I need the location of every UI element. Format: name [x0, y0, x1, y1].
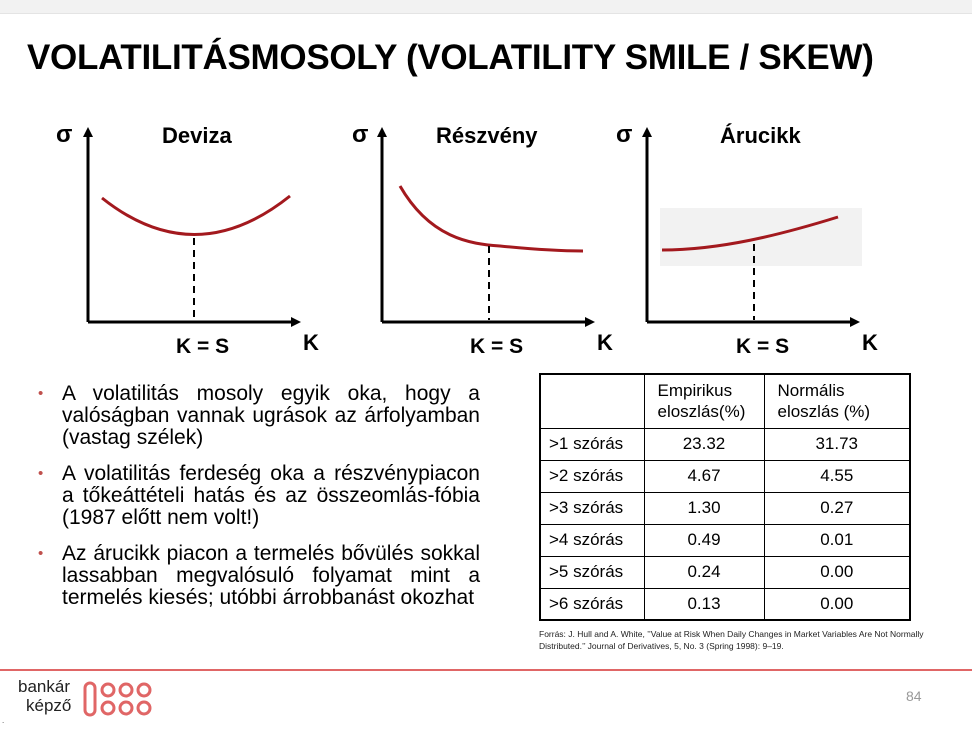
bullet-dot-icon: •: [38, 385, 44, 402]
x-axis-label: K: [862, 330, 878, 355]
table-cell: 1.30: [643, 491, 765, 525]
skew-curve: [398, 185, 584, 253]
y-axis-label: σ: [56, 121, 72, 148]
table-cell: 31.73: [763, 427, 911, 461]
panel-title: Árucikk: [720, 123, 801, 148]
bullet-list: • A volatilitás mosoly egyik oka, hogy a …: [38, 383, 480, 623]
marker-label: K = S: [470, 335, 523, 358]
table-row: >1 szórás 23.32 31.73: [539, 427, 911, 461]
table-cell: 0.27: [763, 491, 911, 525]
x-axis-label: K: [597, 330, 613, 355]
chart-deviza: σ Deviza K = S K: [56, 121, 319, 358]
commodity-curve: [661, 215, 839, 252]
bankarkepzo-logo: bankár képző: [18, 677, 178, 719]
table-cell: >6 szórás: [539, 587, 645, 621]
source-citation: Forrás: J. Hull and A. White, ’’Value at…: [539, 629, 924, 651]
footer-divider: [0, 669, 972, 671]
table-header-cell: Normális eloszlás (%): [763, 373, 911, 429]
bullet-item: • A volatilitás ferdeség oka a részvénypi…: [38, 462, 480, 529]
distribution-table: Empirikus eloszlás(%) Normális eloszlás …: [539, 373, 911, 621]
chart-reszveny: σ Részvény K = S K: [352, 121, 613, 358]
panel-title: Deviza: [162, 123, 232, 148]
table-header-row: Empirikus eloszlás(%) Normális eloszlás …: [539, 373, 911, 429]
table-cell: 0.00: [763, 555, 911, 589]
table-cell: 4.67: [643, 459, 765, 493]
table-cell: 0.01: [763, 523, 911, 557]
panel-title: Részvény: [436, 123, 538, 148]
slide-title: VOLATILITÁSMOSOLY (VOLATILITY SMILE / SK…: [27, 38, 874, 77]
chart-arucikk: σ Árucikk K = S K: [616, 121, 878, 358]
table-cell: 0.24: [643, 555, 765, 589]
marker-label: K = S: [736, 335, 789, 358]
volatility-charts: σ Deviza K = S K σ Részvény K = S K σ Ár…: [0, 110, 972, 370]
logo-text: bankár képző: [18, 677, 71, 715]
table-cell: 0.49: [643, 523, 765, 557]
logo-rings-icon: [83, 681, 152, 717]
table-cell: 0.00: [763, 587, 911, 621]
bullet-item: • A volatilitás mosoly egyik oka, hogy a …: [38, 382, 480, 449]
table-header-cell: Empirikus eloszlás(%): [643, 373, 765, 429]
y-axis-label: σ: [616, 121, 632, 148]
table-cell: >3 szórás: [539, 491, 645, 525]
logo-line-1: bankár: [18, 677, 70, 696]
charts-svg: σ Deviza K = S K σ Részvény K = S K σ Ár…: [56, 121, 878, 358]
table-cell: >1 szórás: [539, 427, 645, 461]
corner-mark: .: [2, 716, 5, 725]
x-axis-label: K: [303, 330, 319, 355]
bullet-item: • Az árucikk piacon a termelés bővülés so…: [38, 542, 480, 609]
top-bar: [0, 0, 972, 14]
bullet-dot-icon: •: [38, 545, 44, 562]
smile-curve: [101, 194, 291, 236]
table-cell: >2 szórás: [539, 459, 645, 493]
table-row: >5 szórás 0.24 0.00: [539, 555, 911, 589]
table-cell: >5 szórás: [539, 555, 645, 589]
table-cell: 23.32: [643, 427, 765, 461]
y-axis-label: σ: [352, 121, 368, 148]
table-cell: >4 szórás: [539, 523, 645, 557]
table-row: >3 szórás 1.30 0.27: [539, 491, 911, 525]
table-cell: 4.55: [763, 459, 911, 493]
table-cell: 0.13: [643, 587, 765, 621]
bullet-dot-icon: •: [38, 465, 44, 482]
page-number: 84: [906, 688, 922, 704]
table-row: >2 szórás 4.67 4.55: [539, 459, 911, 493]
table-row: >6 szórás 0.13 0.00: [539, 587, 911, 621]
logo-line-2: képző: [26, 696, 72, 715]
table-header-cell: [539, 373, 645, 429]
table-row: >4 szórás 0.49 0.01: [539, 523, 911, 557]
marker-label: K = S: [176, 335, 229, 358]
